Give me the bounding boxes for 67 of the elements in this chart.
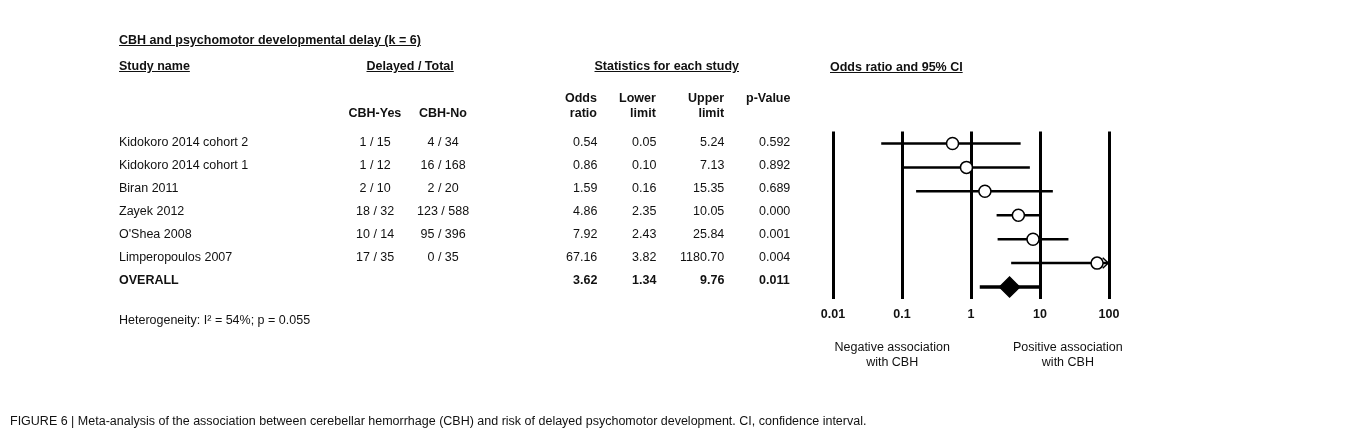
text: 1 / 15 — [359, 135, 391, 150]
text: 0.001 — [759, 227, 791, 242]
text: 1.34 — [632, 273, 657, 288]
text: p-Value — [746, 91, 791, 106]
text: 7.13 — [700, 158, 725, 173]
text: Study name — [119, 59, 190, 74]
text: 3.62 — [573, 273, 598, 288]
text: O'Shea 2008 — [119, 227, 192, 242]
text: 0.54 — [573, 135, 598, 150]
text: 10 / 14 — [356, 227, 395, 242]
text: Lower limit — [619, 91, 656, 121]
text: Limperopoulos 2007 — [119, 250, 233, 265]
text: 15.35 — [693, 181, 725, 196]
text: 5.24 — [700, 135, 725, 150]
text: 2.35 — [632, 204, 657, 219]
text: Biran 2011 — [119, 181, 179, 196]
text: 0.011 — [759, 273, 790, 288]
text: 2.43 — [632, 227, 657, 242]
text: 9.76 — [700, 273, 725, 288]
x-tick-label: 10 — [1033, 306, 1047, 321]
x-tick-label: 0.1 — [893, 306, 911, 321]
text: 0.004 — [759, 250, 791, 265]
text: 0.10 — [632, 158, 657, 173]
text: 18 / 32 — [356, 204, 395, 219]
text: OVERALL — [119, 273, 179, 288]
text: 0.892 — [759, 158, 791, 173]
text: 7.92 — [573, 227, 598, 242]
text: 1180.70 — [680, 250, 725, 265]
text: 95 / 396 — [420, 227, 466, 242]
text: CBH-No — [419, 106, 467, 121]
text: CBH-Yes — [348, 106, 402, 121]
x-tick-label: 1 — [967, 306, 975, 321]
text: Delayed / Total — [366, 59, 454, 74]
text: 16 / 168 — [420, 158, 466, 173]
text: 0.16 — [632, 181, 657, 196]
text: 2 / 10 — [359, 181, 391, 196]
text: 25.84 — [693, 227, 725, 242]
text: 17 / 35 — [356, 250, 395, 265]
text: 0.689 — [759, 181, 791, 196]
text: 0 / 35 — [427, 250, 459, 265]
text: CBH and psychomotor developmental delay (k = 6) — [119, 33, 421, 48]
chart-title: Odds ratio and 95% CI — [830, 60, 963, 75]
x-tick-label: 0.01 — [820, 306, 846, 321]
text: 10.05 — [693, 204, 725, 219]
text: 1.59 — [573, 181, 598, 196]
text: Positive association with CBH — [1013, 340, 1123, 370]
text: 0.592 — [759, 135, 791, 150]
text: 0.05 — [632, 135, 657, 150]
text: 4 / 34 — [427, 135, 459, 150]
text: Statistics for each study — [594, 59, 739, 74]
text: 3.82 — [632, 250, 657, 265]
text: 4.86 — [573, 204, 598, 219]
text: 0.86 — [573, 158, 598, 173]
text: Upper limit — [688, 91, 725, 121]
text: Heterogeneity: I² = 54%; p = 0.055 — [119, 313, 311, 328]
text: 0.000 — [759, 204, 791, 219]
text: 2 / 20 — [427, 181, 459, 196]
text: Odds ratio — [565, 91, 597, 121]
text: 67.16 — [566, 250, 598, 265]
text: Kidokoro 2014 cohort 2 — [119, 135, 249, 150]
text: Negative association with CBH — [834, 340, 950, 370]
text: Zayek 2012 — [119, 204, 185, 219]
caption: FIGURE 6 | Meta-analysis of the association between cerebellar hemorrhage (CBH) and risk of delayed psychomotor development. CI, confidence interval. — [10, 414, 867, 429]
x-tick-label: 100 — [1098, 306, 1120, 321]
text: Kidokoro 2014 cohort 1 — [119, 158, 249, 173]
text: 123 / 588 — [417, 204, 470, 219]
text: 1 / 12 — [359, 158, 391, 173]
